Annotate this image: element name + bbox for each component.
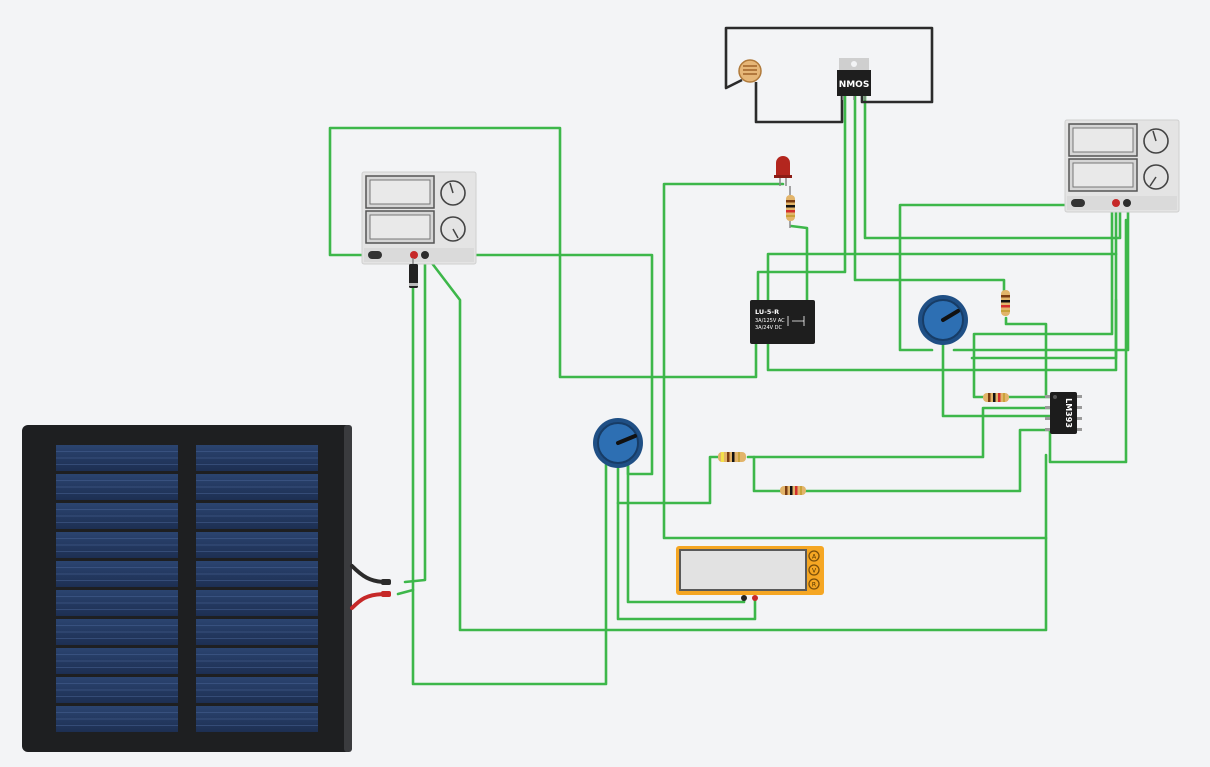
power-switch-icon[interactable] bbox=[1071, 199, 1085, 207]
resistor-horizontal-top[interactable] bbox=[718, 452, 746, 462]
terminal-positive-icon[interactable] bbox=[1112, 199, 1120, 207]
diode[interactable] bbox=[409, 258, 418, 288]
terminal-negative-icon[interactable] bbox=[1123, 199, 1131, 207]
terminal-negative-icon[interactable] bbox=[421, 251, 429, 259]
wire[interactable] bbox=[766, 203, 1118, 302]
wire[interactable] bbox=[426, 256, 1048, 632]
wire[interactable] bbox=[752, 455, 782, 493]
wire[interactable] bbox=[746, 406, 1056, 459]
probe-red-icon[interactable] bbox=[752, 595, 758, 601]
potentiometer-left[interactable] bbox=[593, 418, 643, 468]
wire[interactable] bbox=[662, 182, 1048, 540]
potentiometer-right[interactable] bbox=[918, 295, 968, 345]
wire[interactable] bbox=[396, 283, 415, 596]
wire[interactable] bbox=[970, 298, 1118, 360]
wire[interactable] bbox=[972, 203, 1114, 399]
power-switch-icon[interactable] bbox=[368, 251, 382, 259]
wire[interactable] bbox=[403, 256, 427, 584]
dc-power-supply-left[interactable] bbox=[361, 171, 477, 265]
multimeter-mode-r-label: R bbox=[812, 582, 816, 589]
nmos-label: NMOS bbox=[839, 80, 870, 90]
led-red[interactable] bbox=[774, 156, 792, 186]
wire[interactable] bbox=[941, 343, 1056, 418]
wire[interactable] bbox=[616, 501, 757, 621]
relay-part-label: LU-5-R bbox=[755, 308, 779, 316]
chip-pins bbox=[1045, 395, 1082, 431]
wire[interactable] bbox=[724, 26, 934, 104]
wire[interactable] bbox=[328, 126, 758, 379]
wire[interactable] bbox=[411, 460, 608, 686]
relay-dc-rating: 3A/24V DC bbox=[755, 325, 783, 331]
relay-ac-rating: 3A/125V AC bbox=[755, 318, 785, 324]
solar-cell-grid bbox=[56, 445, 318, 732]
lm393-label: LM393 bbox=[1064, 398, 1073, 428]
wire[interactable] bbox=[898, 203, 1078, 352]
multimeter-mode-a-label: A bbox=[812, 554, 817, 561]
wire[interactable] bbox=[616, 455, 720, 505]
photoresistor[interactable] bbox=[738, 59, 762, 83]
wire[interactable] bbox=[853, 94, 1006, 292]
wire[interactable] bbox=[804, 428, 1056, 493]
resistor-vertical-led[interactable] bbox=[786, 186, 795, 228]
multimeter-mode-v-label: V bbox=[812, 568, 817, 575]
solar-panel[interactable] bbox=[22, 425, 352, 752]
wire-layer-black[interactable] bbox=[724, 26, 934, 124]
resistor-vertical-right[interactable] bbox=[1001, 290, 1010, 316]
wire[interactable] bbox=[789, 224, 809, 302]
multimeter-mode-r[interactable] bbox=[808, 578, 820, 590]
relay-symbol-icon bbox=[787, 316, 805, 326]
nmos-transistor[interactable]: NMOS bbox=[837, 58, 871, 100]
relay[interactable]: LU-5-R 3A/125V AC 3A/24V DC bbox=[750, 300, 815, 344]
wire[interactable] bbox=[1004, 316, 1048, 397]
wire[interactable] bbox=[1048, 218, 1128, 464]
multimeter[interactable]: A V R bbox=[676, 546, 824, 601]
lm393-comparator-chip[interactable]: LM393 bbox=[1045, 392, 1082, 434]
terminal-positive-icon[interactable] bbox=[410, 251, 418, 259]
resistor-horizontal-bottom[interactable] bbox=[780, 486, 806, 495]
wire-layer[interactable] bbox=[328, 94, 1130, 686]
resistor-horizontal-lm393[interactable] bbox=[983, 393, 1009, 402]
multimeter-mode-v[interactable] bbox=[808, 564, 820, 576]
multimeter-mode-a[interactable] bbox=[808, 550, 820, 562]
dc-power-supply-right[interactable] bbox=[1064, 119, 1180, 213]
solar-leads bbox=[350, 564, 391, 610]
wire[interactable] bbox=[863, 94, 1122, 240]
wire[interactable] bbox=[952, 203, 1130, 352]
probe-black-icon[interactable] bbox=[741, 595, 747, 601]
wire[interactable] bbox=[754, 82, 844, 124]
wire[interactable] bbox=[756, 94, 847, 302]
